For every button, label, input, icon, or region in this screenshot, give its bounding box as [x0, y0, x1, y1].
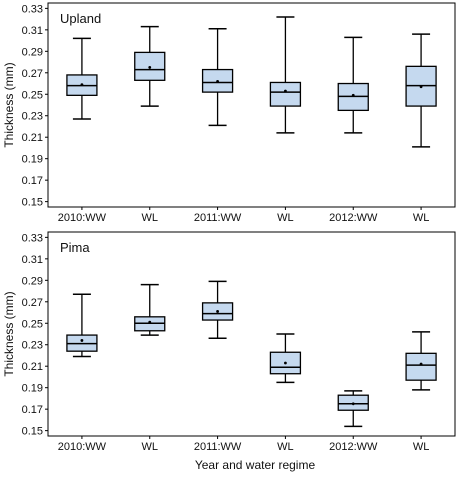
panel-1-x-tick-label-2: 2011:WW [194, 212, 242, 224]
panel-2-label: Pima [60, 240, 90, 255]
panel-1-y-tick-label-9: 0.33 [22, 3, 43, 15]
panel-1-x-tick-label-1: WL [142, 212, 159, 224]
panel-1-x-tick-label-4: 2012:WW [329, 212, 378, 224]
panel-1-mean-point-4 [351, 93, 355, 97]
panel-1-mean-point-1 [148, 66, 152, 69]
panel-1-y-tick-label-3: 0.21 [22, 132, 43, 144]
panel-1-x-tick-label-5: WL [413, 212, 430, 224]
panel-1-x-tick-label-3: WL [277, 212, 294, 224]
panel-2-mean-point-5 [419, 362, 423, 366]
panel-2-y-tick-label-3: 0.21 [22, 361, 43, 373]
panel-1-mean-point-5 [419, 85, 423, 89]
panel-1-box-3 [269, 81, 302, 107]
panel-2-y-tick-label-1: 0.17 [22, 404, 43, 416]
panel-2-mean-point-1 [148, 320, 152, 324]
panel-1-mean-point-3 [284, 89, 287, 93]
panel-2-y-tick-label-6: 0.27 [22, 297, 43, 309]
panel-2-y-tick-label-2: 0.19 [22, 383, 43, 395]
panel-2-y-tick-label-5: 0.25 [22, 318, 43, 330]
panel-1-y-tick-label-8: 0.31 [22, 25, 43, 37]
panel-1-mean-point-0 [80, 83, 84, 86]
x-axis-title: Year and water regime [195, 458, 316, 472]
panel-2-x-tick-label-5: WL [413, 441, 430, 453]
panel-2-mean-point-4 [351, 402, 355, 406]
panel-2-box-5 [405, 352, 437, 381]
panel-1-y-tick-label-0: 0.15 [22, 197, 43, 209]
panel-2-y-tick-label-9: 0.33 [22, 232, 43, 244]
panel-1-frame [47, 2, 456, 208]
panel-2-mean-point-0 [80, 339, 84, 342]
panel-1-y-tick-label-1: 0.17 [22, 175, 43, 187]
panel-2-y-tick-label-8: 0.31 [22, 254, 43, 266]
panel-2-y-tick-label-7: 0.29 [22, 275, 43, 287]
panel-1-mean-point-2 [216, 79, 219, 83]
panel-2-mean-point-2 [216, 310, 219, 313]
panel-2-y-tick-label-4: 0.23 [22, 340, 43, 352]
panel-2-y-tick-label-0: 0.15 [22, 426, 43, 438]
panel-2-x-tick-label-2: 2011:WW [194, 441, 242, 453]
panel-1-y-tick-label-4: 0.23 [22, 111, 43, 123]
panel-1-label: Upland [60, 11, 101, 26]
panel-2-mean-point-3 [284, 361, 287, 365]
panel-1-y-tick-label-6: 0.27 [22, 68, 43, 80]
panel-2-x-tick-label-0: 2010:WW [58, 441, 107, 453]
panel-2-x-tick-label-1: WL [142, 441, 159, 453]
panel-2-x-tick-label-4: 2012:WW [329, 441, 378, 453]
panel-1-x-tick-label-0: 2010:WW [58, 212, 107, 224]
panel-1-y-tick-label-2: 0.19 [22, 154, 43, 166]
panel-2-y-axis-title: Thickness (mm) [2, 291, 16, 376]
panel-2-frame [47, 231, 456, 437]
panel-1-y-axis-title: Thickness (mm) [2, 62, 16, 147]
panel-2-x-tick-label-3: WL [277, 441, 294, 453]
panel-1-y-tick-label-7: 0.29 [22, 46, 43, 58]
panel-1-y-tick-label-5: 0.25 [22, 89, 43, 101]
